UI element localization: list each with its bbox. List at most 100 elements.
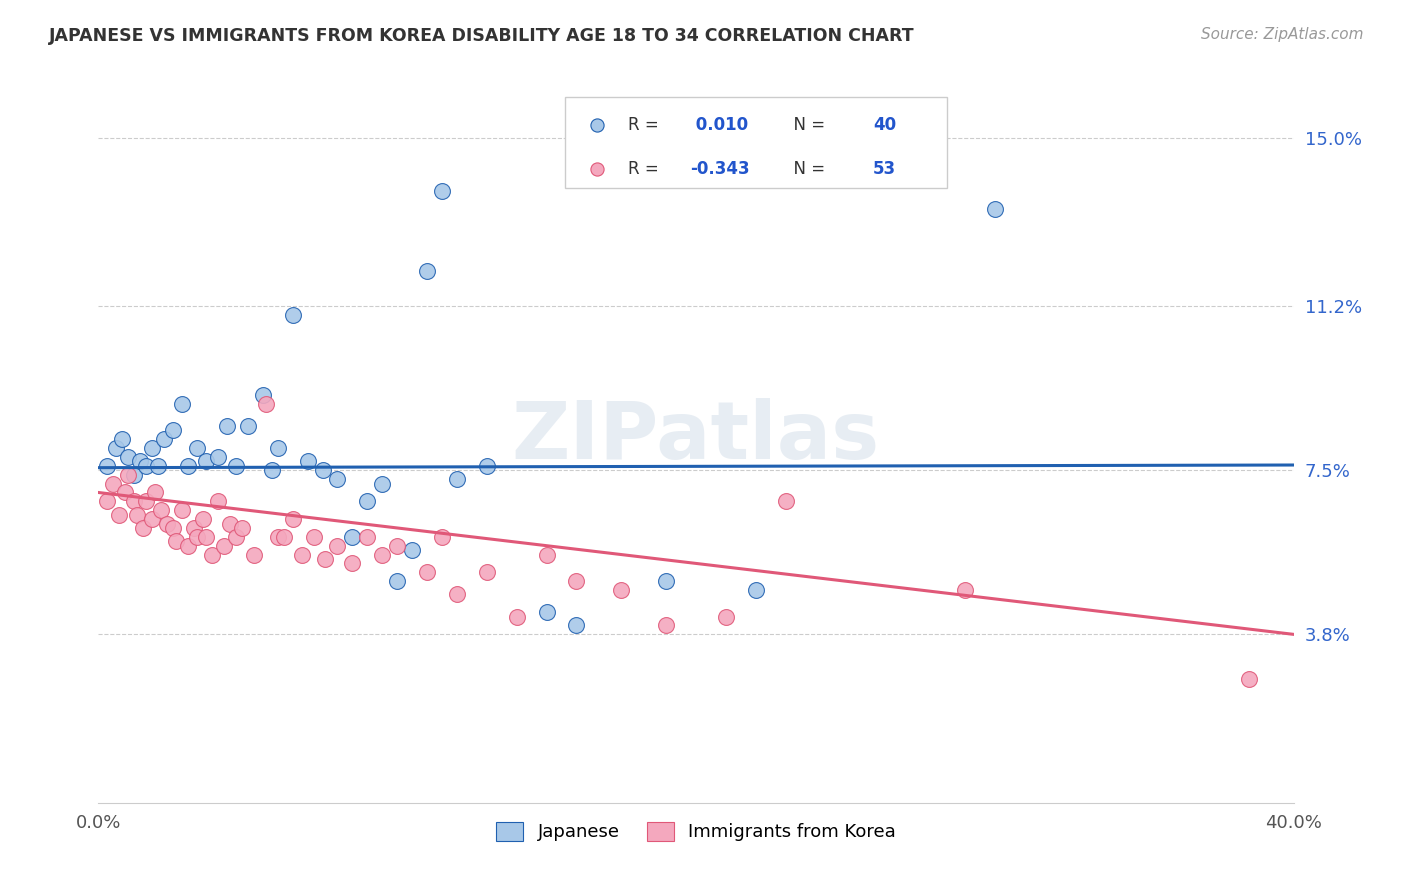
Point: [195, 530, 218, 544]
Point: [156, 516, 179, 531]
Point: [150, 503, 173, 517]
Point: [96, 494, 118, 508]
Point: [565, 618, 588, 632]
Point: [315, 552, 337, 566]
Point: [186, 530, 208, 544]
Point: [117, 467, 139, 482]
Point: [356, 530, 378, 544]
Point: [254, 397, 277, 411]
Point: [124, 494, 146, 508]
Point: [183, 521, 205, 535]
Point: [714, 609, 737, 624]
Point: [201, 548, 224, 562]
Point: [655, 618, 678, 632]
Point: [165, 534, 187, 549]
Point: [117, 450, 139, 464]
Point: [745, 582, 768, 597]
Point: [186, 441, 208, 455]
Point: [231, 521, 253, 535]
Point: [565, 574, 588, 589]
Point: [172, 503, 194, 517]
Point: [162, 521, 184, 535]
Point: [207, 450, 229, 464]
Point: [446, 472, 468, 486]
Text: 0.010: 0.010: [690, 116, 748, 134]
Point: [141, 441, 163, 455]
Point: [105, 441, 128, 455]
Point: [311, 463, 333, 477]
Point: [141, 512, 163, 526]
Point: [111, 432, 134, 446]
Text: Source: ZipAtlas.com: Source: ZipAtlas.com: [1201, 27, 1364, 42]
Point: [506, 609, 529, 624]
Point: [446, 587, 468, 601]
Point: [132, 521, 155, 535]
Point: [114, 485, 136, 500]
Point: [326, 539, 349, 553]
Point: [135, 494, 157, 508]
Point: [297, 454, 319, 468]
Point: [302, 530, 325, 544]
Text: R =: R =: [628, 116, 664, 134]
Text: R =: R =: [628, 160, 664, 178]
Point: [252, 388, 274, 402]
Point: [219, 516, 242, 531]
Point: [236, 419, 259, 434]
Point: [281, 308, 304, 322]
Point: [401, 543, 423, 558]
Text: N =: N =: [783, 116, 831, 134]
Point: [172, 397, 194, 411]
Point: [215, 419, 238, 434]
Text: N =: N =: [783, 160, 831, 178]
Point: [610, 582, 633, 597]
Point: [291, 548, 314, 562]
Point: [430, 530, 453, 544]
Point: [385, 574, 409, 589]
Point: [371, 548, 394, 562]
Point: [371, 476, 394, 491]
Text: 53: 53: [873, 160, 896, 178]
Point: [385, 539, 409, 553]
Text: JAPANESE VS IMMIGRANTS FROM KOREA DISABILITY AGE 18 TO 34 CORRELATION CHART: JAPANESE VS IMMIGRANTS FROM KOREA DISABI…: [49, 27, 915, 45]
Point: [326, 472, 349, 486]
Point: [127, 508, 149, 522]
Point: [103, 476, 125, 491]
Point: [273, 530, 295, 544]
Point: [953, 582, 976, 597]
Point: [225, 530, 247, 544]
Point: [96, 458, 118, 473]
Point: [775, 494, 797, 508]
Point: [1237, 672, 1260, 686]
Text: 40: 40: [873, 116, 896, 134]
Point: [177, 539, 200, 553]
Point: [430, 184, 453, 198]
Point: [536, 548, 558, 562]
Point: [212, 539, 235, 553]
Point: [342, 557, 364, 571]
Legend: Japanese, Immigrants from Korea: Japanese, Immigrants from Korea: [489, 814, 903, 848]
Point: [260, 463, 283, 477]
Point: [108, 508, 131, 522]
Point: [162, 424, 184, 438]
Point: [225, 458, 247, 473]
Point: [356, 494, 378, 508]
Point: [135, 458, 157, 473]
Point: [191, 512, 214, 526]
Text: -0.343: -0.343: [690, 160, 749, 178]
Point: [148, 458, 170, 473]
Point: [536, 605, 558, 619]
Point: [475, 458, 498, 473]
Point: [129, 454, 152, 468]
Point: [281, 512, 304, 526]
Point: [475, 566, 498, 580]
Point: [416, 264, 439, 278]
Point: [153, 432, 176, 446]
FancyBboxPatch shape: [565, 97, 948, 188]
Point: [195, 454, 218, 468]
Point: [267, 530, 290, 544]
Point: [655, 574, 678, 589]
Point: [984, 202, 1007, 216]
Point: [124, 467, 146, 482]
Point: [267, 441, 290, 455]
Text: ZIPatlas: ZIPatlas: [512, 398, 880, 476]
